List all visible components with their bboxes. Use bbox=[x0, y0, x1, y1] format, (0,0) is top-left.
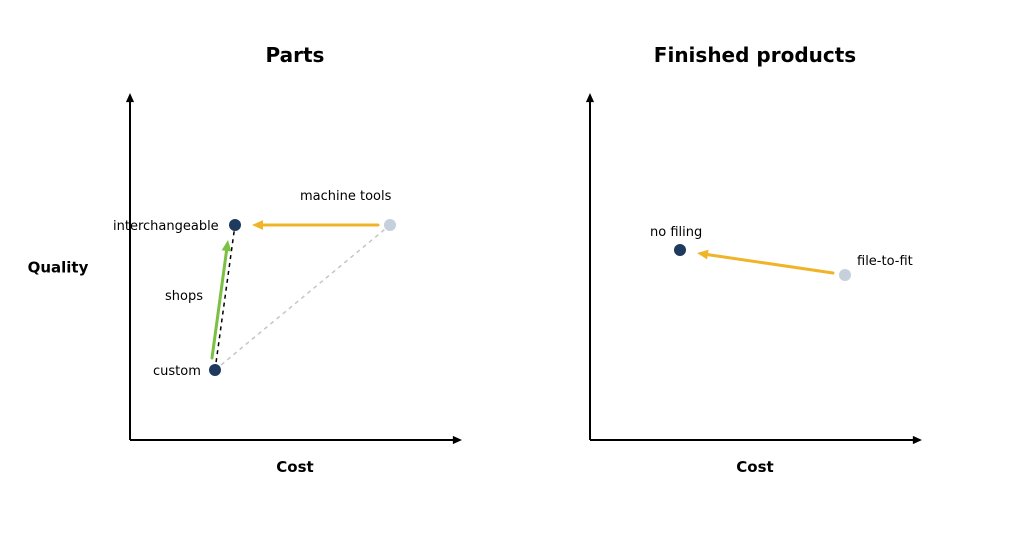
left-y-axis-label: Quality bbox=[28, 259, 89, 277]
left-title: Parts bbox=[266, 43, 325, 67]
left-point-ghost bbox=[384, 219, 396, 231]
right-point-no_filing bbox=[674, 244, 686, 256]
left-point-custom bbox=[209, 364, 221, 376]
left-point-interchangeable bbox=[229, 219, 241, 231]
filing-arrow bbox=[704, 254, 833, 273]
left-point-interchangeable-label: interchangeable bbox=[113, 219, 219, 234]
right-x-axis-label: Cost bbox=[736, 458, 773, 476]
diagram-canvas: Parts Cost Quality machine tools shops custom… bbox=[0, 0, 1024, 560]
shops-arrow bbox=[212, 247, 227, 358]
left-point-custom-label: custom bbox=[153, 364, 201, 379]
right-point-no_filing-label: no filing bbox=[650, 225, 702, 240]
machine-tools-arrow-label: machine tools bbox=[300, 189, 392, 204]
left-dashed-1 bbox=[215, 225, 390, 370]
right-title: Finished products bbox=[654, 43, 856, 67]
shops-arrow-label: shops bbox=[165, 289, 203, 304]
left-x-axis-label: Cost bbox=[276, 458, 313, 476]
right-point-file_to_fit-label: file-to-fit bbox=[857, 254, 913, 269]
right-point-file_to_fit bbox=[839, 269, 851, 281]
